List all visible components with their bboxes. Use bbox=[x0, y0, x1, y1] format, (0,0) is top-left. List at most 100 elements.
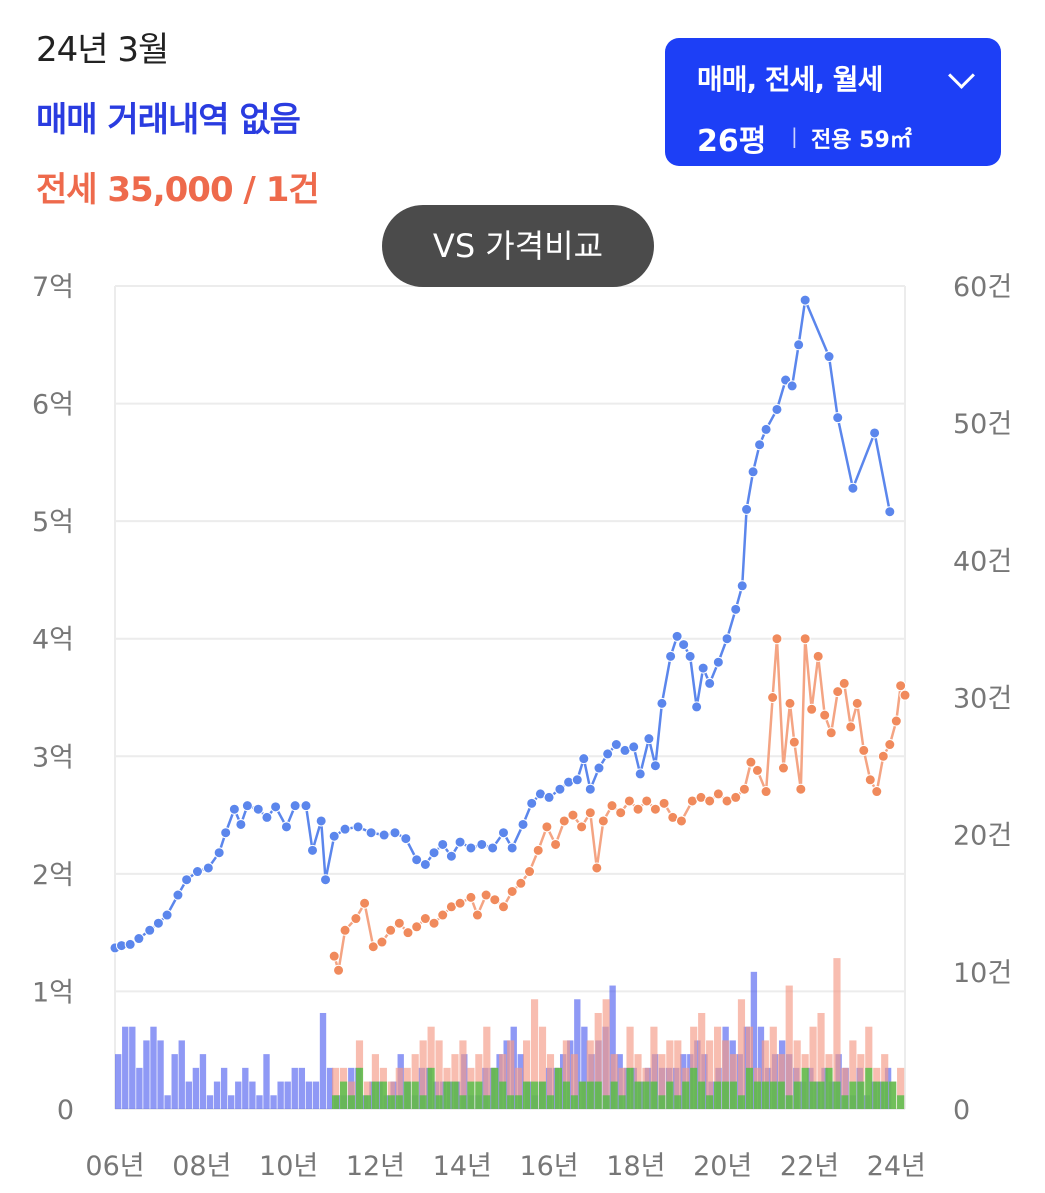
jeonse-price-point bbox=[788, 736, 800, 748]
jeonse-price-point bbox=[506, 885, 518, 897]
left-tick-label: 0 bbox=[57, 1095, 74, 1126]
jeonse-price-point bbox=[871, 786, 883, 798]
x-tick-label: 12년 bbox=[346, 1151, 405, 1182]
jeonse-volume-bar bbox=[570, 1054, 578, 1109]
sale-volume-bar bbox=[814, 1081, 821, 1109]
sale-price-point bbox=[235, 818, 247, 830]
sale-price-point bbox=[721, 633, 733, 645]
jeonse-volume-bar bbox=[332, 1067, 340, 1109]
jeonse-volume-bar bbox=[785, 985, 793, 1109]
jeonse-price-point bbox=[812, 650, 824, 662]
monthly-volume-bar bbox=[658, 1095, 666, 1109]
sale-price-point bbox=[671, 630, 683, 642]
jeonse-volume-bar bbox=[666, 1040, 674, 1109]
right-tick-label: 10건 bbox=[953, 958, 1012, 989]
x-tick-label: 08년 bbox=[172, 1151, 231, 1182]
sale-price-point bbox=[517, 818, 529, 830]
monthly-volume-bar bbox=[682, 1081, 690, 1109]
sale-volume-bar bbox=[150, 1026, 157, 1109]
monthly-volume-bar bbox=[626, 1067, 634, 1109]
monthly-volume-bar bbox=[363, 1095, 372, 1109]
sale-price-point bbox=[428, 847, 440, 859]
sale-volume-bar bbox=[326, 1067, 334, 1109]
monthly-volume-bar bbox=[371, 1081, 379, 1109]
jeonse-volume-bar bbox=[459, 1040, 467, 1109]
sale-price-point bbox=[643, 733, 655, 745]
jeonse-price-point bbox=[675, 815, 687, 827]
jeonse-volume-bar bbox=[706, 1040, 714, 1109]
jeonse-price-point bbox=[751, 764, 763, 776]
sale-volume-bar bbox=[192, 1067, 200, 1109]
sale-price-point bbox=[526, 797, 538, 809]
jeonse-price-point bbox=[658, 797, 670, 809]
jeonse-volume-bar bbox=[674, 1040, 682, 1109]
x-tick-label: 16년 bbox=[519, 1151, 578, 1182]
jeonse-price-point bbox=[890, 715, 902, 727]
monthly-volume-bar bbox=[745, 1067, 754, 1109]
jeonse-volume-bar bbox=[594, 1012, 602, 1109]
sale-volume-bar bbox=[164, 1095, 171, 1109]
sale-status-text: 매매 거래내역 없음 bbox=[36, 100, 301, 140]
sale-price-point bbox=[578, 753, 590, 765]
jeonse-price-point bbox=[576, 821, 588, 833]
jeonse-volume-bar bbox=[562, 1040, 570, 1109]
left-tick-label: 7억 bbox=[32, 272, 74, 303]
sale-volume-bar bbox=[319, 1012, 327, 1109]
jeonse-volume-bar bbox=[761, 1040, 769, 1109]
jeonse-price-point bbox=[489, 894, 501, 906]
jeonse-price-point bbox=[799, 633, 811, 645]
sale-price-point bbox=[261, 811, 273, 823]
jeonse-price-point bbox=[591, 862, 603, 874]
jeonse-price-point bbox=[730, 791, 742, 803]
jeonse-price-point bbox=[454, 897, 466, 909]
jeonse-volume-bar bbox=[530, 999, 539, 1109]
monthly-volume-bar bbox=[825, 1067, 833, 1109]
sale-price-point bbox=[378, 829, 390, 841]
sale-price-point bbox=[754, 439, 766, 451]
monthly-volume-bar bbox=[355, 1067, 364, 1109]
monthly-volume-bar bbox=[897, 1095, 905, 1109]
sale-price-point bbox=[181, 874, 193, 886]
trade-types-label: 매매, 전세, 월세 bbox=[697, 63, 883, 96]
jeonse-volume-bar bbox=[769, 1026, 777, 1109]
left-tick-label: 5억 bbox=[32, 507, 74, 538]
sale-price-point bbox=[300, 800, 312, 812]
sale-volume-bar bbox=[376, 1081, 383, 1109]
sale-price-point bbox=[328, 830, 340, 842]
right-tick-label: 20건 bbox=[953, 821, 1012, 852]
monthly-volume-bar bbox=[419, 1095, 427, 1109]
sale-price-point bbox=[161, 909, 173, 921]
sale-volume-bar bbox=[630, 1067, 637, 1109]
sale-price-point bbox=[241, 800, 253, 812]
monthly-volume-bar bbox=[793, 1081, 801, 1109]
left-tick-label: 4억 bbox=[32, 625, 74, 656]
jeonse-volume-bar bbox=[602, 999, 610, 1109]
sale-volume-bar bbox=[581, 1026, 588, 1109]
sale-price-point bbox=[628, 741, 640, 753]
jeonse-volume-bar bbox=[650, 1026, 658, 1109]
left-tick-label: 3억 bbox=[32, 742, 74, 773]
left-tick-label: 6억 bbox=[32, 390, 74, 421]
monthly-volume-bar bbox=[769, 1081, 777, 1109]
sale-volume-bar bbox=[206, 1095, 214, 1109]
sale-price-point bbox=[315, 815, 327, 827]
jeonse-price-point bbox=[851, 697, 863, 709]
jeonse-price-point bbox=[895, 680, 907, 692]
sale-price-point bbox=[793, 339, 805, 351]
trade-filter-button[interactable]: 매매, 전세, 월세 26평 | 전용 59㎡ bbox=[665, 38, 1001, 166]
sale-price-point bbox=[202, 862, 214, 874]
jeonse-price-point bbox=[845, 721, 857, 733]
sale-price-point bbox=[554, 783, 566, 795]
compare-price-button[interactable]: VS 가격비교 bbox=[382, 205, 654, 287]
jeonse-volume-bar bbox=[721, 1040, 730, 1109]
sale-price-point bbox=[252, 803, 264, 815]
jeonse-price-point bbox=[767, 692, 779, 703]
monthly-volume-bar bbox=[538, 1081, 547, 1109]
sale-volume-bar bbox=[284, 1081, 291, 1109]
monthly-volume-bar bbox=[491, 1067, 499, 1109]
sale-price-point bbox=[465, 842, 477, 854]
jeonse-summary-text: 전세 35,000 / 1건 bbox=[36, 170, 320, 210]
jeonse-price-point bbox=[328, 950, 340, 962]
x-tick-label: 10년 bbox=[259, 1151, 318, 1182]
monthly-volume-bar bbox=[817, 1081, 825, 1109]
